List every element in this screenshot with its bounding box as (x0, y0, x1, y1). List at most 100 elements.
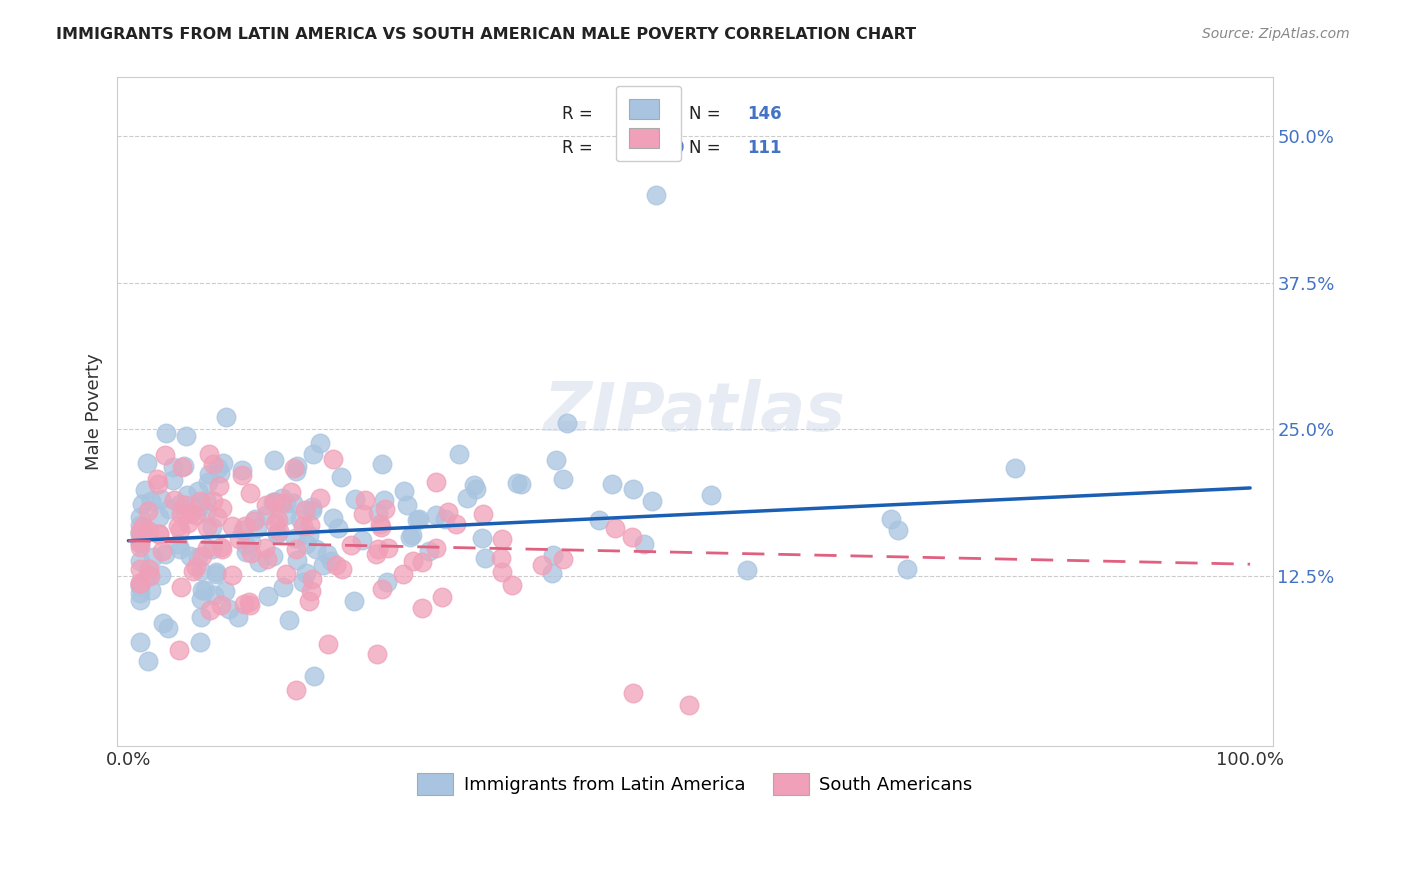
Point (266, 526, 288, 541)
Point (641, 493, 664, 508)
Point (211, 500, 233, 515)
Point (298, 517, 321, 532)
Point (430, 590, 453, 604)
Point (446, 516, 468, 531)
Point (425, 508, 447, 522)
Point (134, 483, 156, 497)
Point (501, 578, 523, 592)
Text: N =: N = (689, 138, 721, 157)
Point (186, 560, 208, 574)
Point (128, 527, 150, 541)
Point (364, 547, 387, 561)
Point (620, 530, 643, 544)
Point (138, 561, 160, 575)
Point (197, 475, 219, 490)
Point (198, 467, 221, 481)
Point (190, 610, 212, 624)
Point (321, 554, 343, 568)
Point (201, 541, 224, 556)
Point (254, 508, 277, 522)
Text: 111: 111 (747, 138, 782, 157)
Point (266, 513, 288, 527)
Point (184, 508, 207, 522)
Point (221, 518, 243, 533)
Point (603, 521, 626, 535)
Point (197, 447, 219, 461)
Point (128, 509, 150, 524)
Point (201, 520, 224, 534)
Point (141, 582, 163, 597)
Point (174, 429, 197, 443)
Text: Source: ZipAtlas.com: Source: ZipAtlas.com (1202, 27, 1350, 41)
Point (157, 621, 180, 635)
Point (209, 466, 232, 480)
Point (204, 566, 226, 581)
Point (238, 595, 260, 609)
Point (132, 519, 155, 533)
Point (146, 472, 169, 486)
Text: -0.040: -0.040 (626, 138, 685, 157)
Point (553, 472, 575, 486)
Point (644, 187, 666, 202)
Point (233, 597, 256, 611)
Point (128, 525, 150, 540)
Point (128, 535, 150, 549)
Point (329, 469, 352, 483)
Point (155, 426, 177, 441)
Point (370, 457, 392, 471)
Point (162, 473, 184, 487)
Point (181, 564, 204, 578)
Point (205, 510, 228, 524)
Point (284, 531, 307, 545)
Point (136, 654, 159, 668)
Text: ZIPatlas: ZIPatlas (544, 379, 846, 445)
Point (354, 492, 377, 507)
Point (194, 582, 217, 597)
Text: N =: N = (689, 105, 721, 123)
Point (600, 476, 623, 491)
Point (491, 550, 513, 565)
Point (128, 576, 150, 591)
Point (588, 513, 610, 527)
Point (148, 526, 170, 541)
Point (141, 493, 163, 508)
Point (463, 478, 485, 492)
Point (411, 555, 433, 569)
Point (239, 485, 262, 500)
Point (150, 492, 173, 507)
Point (366, 648, 388, 662)
Point (301, 500, 323, 514)
Point (311, 558, 333, 572)
Point (299, 584, 322, 599)
Point (880, 512, 903, 526)
Legend: Immigrants from Latin America, South Americans: Immigrants from Latin America, South Ame… (408, 764, 981, 804)
Point (352, 507, 374, 521)
Point (243, 514, 266, 528)
Point (159, 502, 181, 516)
Point (170, 507, 193, 521)
Point (621, 482, 644, 496)
Point (294, 502, 316, 516)
Point (406, 512, 429, 526)
Point (402, 554, 425, 568)
Point (330, 562, 353, 576)
Point (276, 496, 298, 510)
Point (254, 541, 277, 555)
Point (215, 409, 238, 424)
Point (447, 447, 470, 461)
Point (283, 461, 305, 475)
Point (263, 495, 285, 509)
Point (209, 598, 232, 612)
Point (471, 531, 494, 545)
Text: R =: R = (562, 105, 593, 123)
Point (240, 534, 263, 549)
Point (214, 583, 236, 598)
Point (235, 519, 257, 533)
Point (276, 508, 298, 523)
Point (201, 493, 224, 508)
Point (263, 495, 285, 509)
Point (148, 527, 170, 541)
Point (153, 547, 176, 561)
Point (228, 532, 250, 546)
Point (152, 616, 174, 631)
